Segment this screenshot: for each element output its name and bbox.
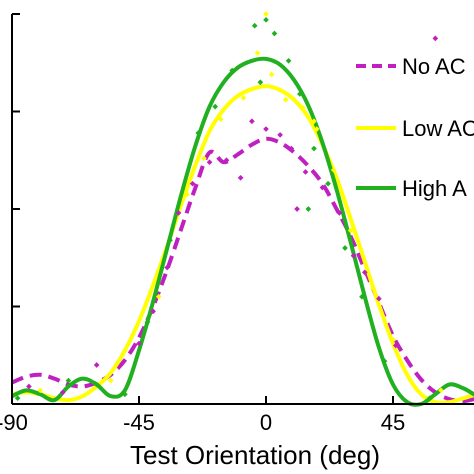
data-point-no-ac [288, 145, 295, 152]
data-point-no-ac [164, 264, 171, 271]
data-point-no-ac [361, 269, 368, 276]
data-point-high-a [325, 180, 331, 187]
data-point-no-ac [150, 308, 156, 315]
data-point-low-ac [390, 336, 396, 343]
data-point-no-ac [93, 362, 100, 368]
x-axis-title: Test Orientation (deg) [130, 440, 380, 470]
data-point-high-a [311, 145, 317, 152]
axes-layer: -90 -45 0 45 [0, 13, 474, 435]
data-point-low-ac [299, 104, 306, 111]
data-point-low-ac [268, 71, 275, 78]
legend-layer: No AC Low AC High A [356, 54, 474, 201]
data-point-high-a [359, 293, 365, 300]
data-point-no-ac [294, 206, 300, 212]
data-point-high-a [251, 22, 258, 29]
data-point-high-a [297, 91, 303, 97]
data-point-high-a [305, 206, 312, 212]
data-point-low-ac [347, 227, 354, 234]
x-tick-label: -90 [0, 410, 28, 435]
data-point-no-ac [319, 184, 326, 191]
legend-label-high-a: High A [402, 176, 467, 201]
data-point-no-ac [136, 340, 142, 347]
data-point-no-ac [350, 252, 357, 259]
data-point-high-a [65, 377, 72, 384]
data-point-high-a [144, 319, 151, 325]
data-point-high-a [381, 358, 388, 364]
data-point-no-ac [376, 295, 382, 302]
data-point-high-a [257, 79, 264, 86]
data-point-no-ac [206, 159, 213, 166]
x-tick-label: 45 [381, 410, 405, 435]
data-point-low-ac [240, 95, 247, 101]
data-point-no-ac [263, 126, 269, 132]
data-point-no-ac [277, 132, 283, 138]
data-point-no-ac [336, 210, 343, 216]
x-tick-label: -45 [123, 410, 155, 435]
data-point-low-ac [201, 155, 207, 162]
data-point-high-a [122, 391, 128, 398]
data-point-low-ac [107, 377, 114, 384]
data-point-no-ac [223, 157, 230, 164]
data-point-no-ac [392, 342, 399, 349]
legend-label-no-ac: No AC [402, 54, 466, 79]
data-point-no-ac [302, 169, 309, 175]
data-point-high-a [342, 245, 348, 251]
data-point-high-a [212, 103, 219, 110]
data-point-no-ac [175, 210, 182, 216]
x-tick-label: 0 [260, 410, 272, 435]
data-point-no-ac [249, 118, 255, 125]
data-point-high-a [426, 395, 433, 401]
data-point-high-a [93, 381, 100, 388]
data-point-low-ac [218, 116, 224, 123]
data-point-low-ac [184, 191, 190, 198]
data-point-low-ac [330, 167, 337, 173]
legend-label-low-ac: Low AC [402, 116, 474, 141]
data-point-no-ac [237, 174, 244, 181]
data-point-low-ac [370, 286, 377, 292]
data-point-low-ac [313, 126, 320, 132]
data-point-high-a [263, 17, 269, 23]
data-point-low-ac [311, 118, 317, 125]
data-point-no-ac [189, 180, 196, 187]
data-point-low-ac [438, 387, 444, 394]
data-point-high-a [167, 237, 173, 244]
data-point-high-a [229, 67, 235, 74]
data-point-high-a [195, 130, 202, 136]
data-point-low-ac [155, 293, 162, 300]
data-point-low-ac [282, 96, 289, 103]
